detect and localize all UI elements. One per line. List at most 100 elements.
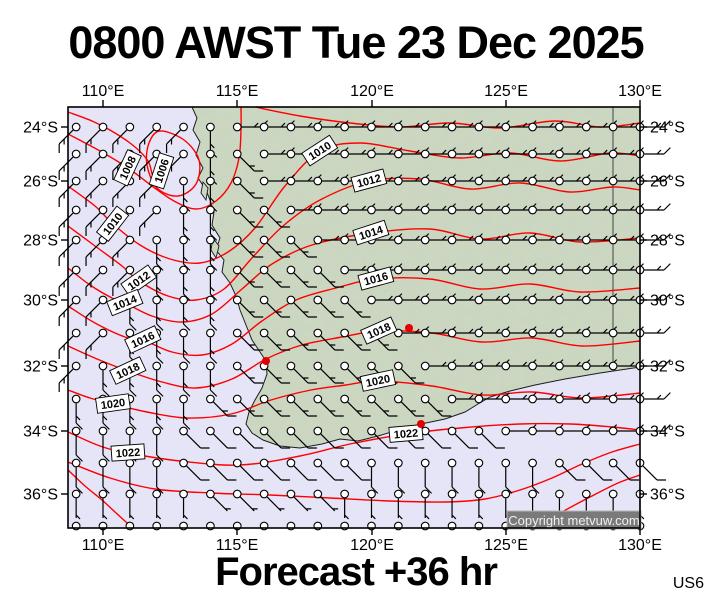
wind-barb (394, 489, 403, 520)
station-circle (555, 122, 564, 132)
station-circle (232, 295, 242, 305)
isobar-label: 1012 (350, 168, 388, 193)
barb-shaft (212, 401, 237, 417)
barb-shaft (293, 335, 317, 351)
station-circle (555, 426, 564, 436)
wind-barb (313, 489, 339, 512)
station-circle (581, 295, 591, 305)
wind-barb (206, 394, 237, 417)
wind-barb (71, 489, 81, 520)
barb-shaft (212, 433, 237, 449)
city-dot (262, 357, 270, 365)
wind-barb (313, 394, 344, 417)
wind-barb (112, 122, 135, 153)
wind-barb (447, 458, 459, 494)
station-circle (555, 295, 564, 305)
wind-barb (206, 265, 218, 301)
barb-shaft (102, 498, 108, 520)
station-circle (501, 328, 511, 338)
barb-shaft (75, 403, 83, 430)
wind-barb (420, 394, 452, 417)
station-circle (71, 489, 81, 499)
barb-shaft (58, 129, 74, 153)
isobar-label-text: 1022 (393, 427, 418, 441)
wind-barb (85, 176, 108, 207)
wind-barb (98, 458, 110, 494)
barb-shaft (532, 467, 540, 494)
station-circle (206, 122, 215, 132)
wind-barb (608, 293, 644, 305)
station-circle (528, 458, 537, 468)
station-circle (447, 295, 457, 305)
wind-barb (447, 203, 483, 215)
wind-barb (286, 361, 317, 384)
wind-barb (286, 120, 322, 132)
wind-barb (259, 426, 291, 449)
barb-shaft (186, 465, 210, 481)
station-circle (420, 122, 430, 132)
station-circle (98, 426, 108, 436)
isobar-label: 1020 (95, 393, 131, 414)
station-circle (179, 489, 188, 499)
barb-shaft (165, 129, 182, 153)
wind-barb (340, 295, 371, 318)
lon-label-top: 115°E (216, 83, 259, 100)
station-circle (501, 149, 511, 159)
station-circle (528, 265, 537, 275)
station-circle (232, 235, 242, 245)
wind-barb (179, 361, 191, 397)
wind-barb (206, 426, 237, 449)
barb-shaft (320, 368, 344, 384)
barb-shaft (112, 272, 128, 296)
station-circle (259, 176, 269, 186)
station-circle (313, 426, 323, 436)
station-circle (394, 394, 403, 404)
barb-shaft (85, 183, 101, 207)
barb-shaft (320, 496, 339, 512)
station-circle (608, 328, 618, 338)
wind-barb (179, 426, 210, 449)
wind-barb (98, 361, 110, 397)
wind-barb (447, 326, 483, 338)
wind-barb (259, 174, 295, 186)
wind-barb (528, 458, 540, 494)
barb-shaft (347, 465, 371, 481)
barb-shaft (644, 424, 671, 432)
station-circle (71, 426, 81, 436)
station-circle (340, 265, 350, 275)
wind-barb (152, 489, 162, 520)
wind-barb (313, 328, 344, 351)
wind-barb (528, 392, 564, 404)
wind-barb (608, 233, 644, 245)
station-circle (581, 205, 591, 215)
wind-barb (58, 149, 81, 180)
station-circle (206, 235, 215, 245)
wind-barb (179, 205, 191, 241)
wind-barb (125, 489, 135, 520)
lat-label-left: 36°S (23, 487, 58, 504)
barb-shaft (239, 335, 264, 351)
wind-barb (367, 458, 379, 494)
wind-barb (98, 489, 108, 520)
station-circle (608, 176, 618, 186)
barb-shaft (320, 272, 344, 288)
barb-shaft (156, 498, 162, 520)
barb-shaft (505, 467, 513, 494)
wind-barb (581, 326, 618, 338)
barb-shaft (478, 467, 486, 494)
wind-barb (232, 458, 264, 481)
wind-barb (179, 265, 191, 301)
barb-shaft (156, 435, 164, 462)
isobar-label: 1008 (113, 149, 142, 187)
station-circle (367, 361, 376, 371)
barb-shaft (58, 242, 74, 266)
station-circle (286, 361, 296, 371)
barb-shaft (85, 212, 101, 236)
barb-shaft (239, 401, 264, 417)
station-circle (98, 149, 108, 159)
wind-barb (71, 394, 83, 430)
wind-barb (232, 426, 264, 449)
barb-shaft (293, 401, 317, 417)
barb-shaft (156, 304, 164, 331)
barb-shaft (58, 156, 74, 180)
